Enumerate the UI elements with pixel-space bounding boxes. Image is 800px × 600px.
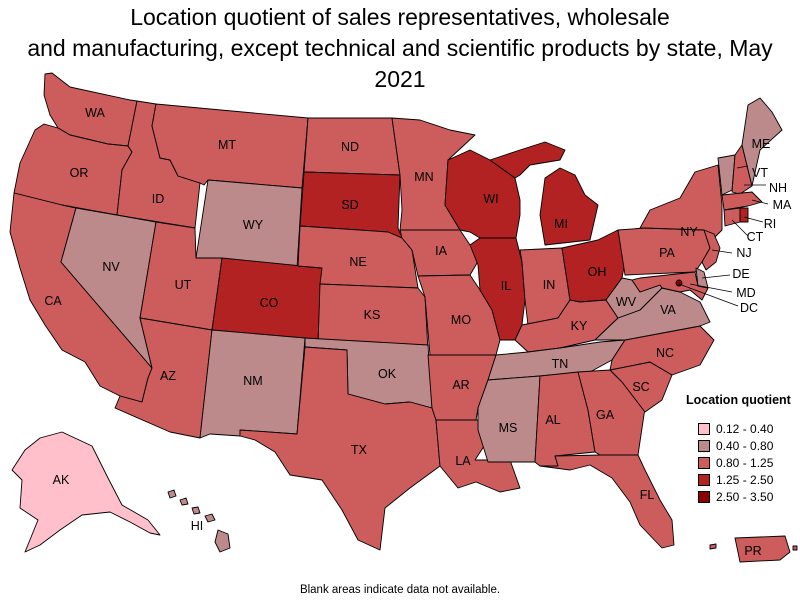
- legend-swatch: [698, 474, 710, 486]
- label-md: MD: [736, 286, 755, 300]
- label-ma: MA: [773, 198, 792, 212]
- label-ga: GA: [596, 408, 615, 422]
- label-mo: MO: [451, 313, 471, 327]
- state-tx[interactable]: [239, 346, 441, 551]
- state-ma[interactable]: [721, 191, 763, 211]
- label-mn: MN: [414, 170, 433, 184]
- state-ny[interactable]: [639, 164, 723, 241]
- state-nj[interactable]: [701, 229, 721, 271]
- label-oh: OH: [588, 265, 607, 279]
- state-ct[interactable]: [723, 207, 741, 227]
- label-nj: NJ: [736, 246, 751, 260]
- label-az: AZ: [160, 369, 176, 383]
- legend-label: 2.50 - 3.50: [716, 490, 774, 504]
- label-il: IL: [501, 279, 511, 293]
- label-vt: VT: [752, 166, 768, 180]
- state-pr[interactable]: [709, 535, 798, 563]
- label-id: ID: [152, 192, 165, 206]
- state-md[interactable]: [631, 271, 709, 301]
- label-ut: UT: [175, 278, 192, 292]
- label-ky: KY: [571, 319, 588, 333]
- state-ak[interactable]: [11, 431, 161, 553]
- label-sc: SC: [632, 380, 649, 394]
- state-labels: WA OR CA ID NV MT WY UT AZ CO NM ND SD N…: [44, 106, 792, 558]
- label-ct: CT: [747, 230, 764, 244]
- state-wi[interactable]: [444, 149, 521, 239]
- label-sd: SD: [341, 198, 358, 212]
- state-nh[interactable]: [731, 144, 753, 195]
- label-wv: WV: [616, 295, 637, 309]
- state-mt[interactable]: [151, 103, 309, 189]
- label-tx: TX: [351, 443, 368, 457]
- state-ms[interactable]: [477, 375, 541, 463]
- label-ri: RI: [764, 217, 777, 231]
- label-mi: MI: [554, 217, 568, 231]
- legend-label: 0.40 - 0.80: [716, 439, 774, 453]
- label-ok: OK: [378, 367, 397, 381]
- label-nv: NV: [102, 260, 120, 274]
- label-ar: AR: [452, 378, 469, 392]
- label-pr: PR: [744, 544, 761, 558]
- label-pa: PA: [659, 246, 675, 260]
- label-va: VA: [660, 303, 676, 317]
- label-wy: WY: [243, 218, 264, 232]
- state-me[interactable]: [741, 97, 783, 187]
- state-ri[interactable]: [739, 207, 749, 223]
- label-fl: FL: [640, 488, 655, 502]
- state-fl[interactable]: [539, 454, 675, 549]
- legend-title: Location quotient: [686, 393, 791, 407]
- title-line-2: and manufacturing, except technical and …: [27, 35, 773, 92]
- state-hi[interactable]: [167, 489, 231, 553]
- state-mi[interactable]: [489, 141, 599, 246]
- legend-swatch: [698, 423, 710, 435]
- label-ne: NE: [349, 255, 366, 269]
- label-nm: NM: [243, 374, 262, 388]
- label-hi: HI: [191, 519, 204, 533]
- label-al: AL: [545, 413, 560, 427]
- label-ia: IA: [435, 244, 447, 258]
- label-ny: NY: [680, 225, 698, 239]
- legend-label: 1.25 - 2.50: [716, 473, 774, 487]
- label-leader-lines: [678, 165, 769, 307]
- label-nd: ND: [341, 140, 359, 154]
- label-co: CO: [260, 296, 279, 310]
- state-ks[interactable]: [317, 283, 429, 351]
- legend-swatch: [698, 440, 710, 452]
- label-nc: NC: [656, 346, 674, 360]
- label-de: DE: [732, 267, 749, 281]
- label-ak: AK: [53, 473, 70, 487]
- label-wi: WI: [483, 192, 498, 206]
- label-ca: CA: [44, 294, 62, 308]
- label-la: LA: [455, 454, 471, 468]
- label-tn: TN: [552, 357, 569, 371]
- legend-label: 0.80 - 1.25: [716, 456, 774, 470]
- label-me: ME: [752, 137, 771, 151]
- legend-swatch: [698, 491, 710, 503]
- title-line-1: Location quotient of sales representativ…: [130, 4, 670, 30]
- label-or: OR: [70, 166, 89, 180]
- label-ks: KS: [364, 308, 381, 322]
- label-wa: WA: [85, 106, 105, 120]
- label-ms: MS: [499, 421, 518, 435]
- label-nh: NH: [769, 181, 787, 195]
- label-in: IN: [543, 278, 556, 292]
- label-dc: DC: [740, 301, 758, 315]
- footnote: Blank areas indicate data not available.: [299, 584, 501, 596]
- map-title: Location quotient of sales representativ…: [0, 2, 800, 95]
- label-mt: MT: [218, 138, 236, 152]
- legend-label: 0.12 - 0.40: [716, 422, 774, 436]
- legend-swatch: [698, 457, 710, 469]
